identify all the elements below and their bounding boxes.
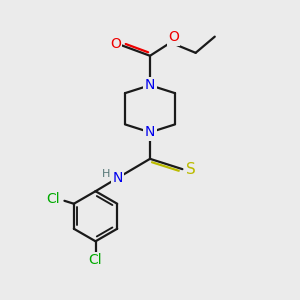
Text: O: O <box>110 37 121 51</box>
Text: N: N <box>112 171 123 185</box>
Text: S: S <box>186 162 196 177</box>
Text: N: N <box>145 78 155 92</box>
Text: Cl: Cl <box>46 192 60 206</box>
Text: O: O <box>168 30 179 44</box>
Text: N: N <box>145 125 155 139</box>
Text: H: H <box>102 169 110 178</box>
Text: Cl: Cl <box>89 254 102 267</box>
